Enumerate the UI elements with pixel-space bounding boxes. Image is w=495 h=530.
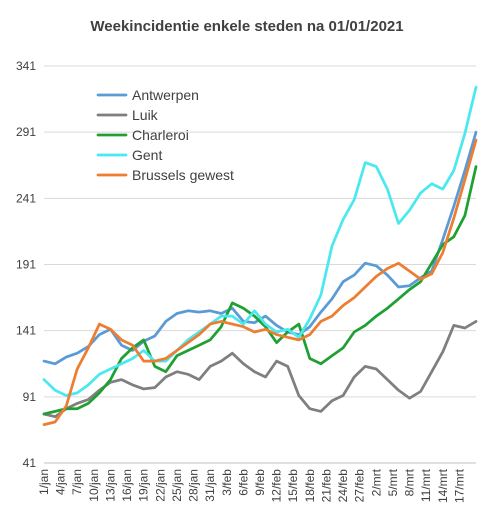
series-line-brussels-gewest bbox=[42, 138, 478, 426]
y-tick-label: 241 bbox=[16, 191, 36, 205]
x-tick-label: 11/mrt bbox=[419, 468, 433, 502]
x-tick-label: 6/feb bbox=[236, 469, 250, 496]
x-tick-label: 10/jan bbox=[87, 469, 101, 502]
y-tick-label: 191 bbox=[16, 258, 36, 272]
y-axis-tick-labels: 41 91 141 191 241 291 341 bbox=[16, 59, 36, 470]
x-axis-tick-labels: 1/jan 4/jan 7/jan 10/jan 13/jan 16/jan 19/jan 2… bbox=[37, 468, 466, 503]
series-lines bbox=[42, 85, 478, 426]
gridlines bbox=[44, 65, 476, 464]
legend: Antwerpen Luik Charleroi Gent Brussels gewes… bbox=[96, 87, 234, 183]
legend-label: Charleroi bbox=[132, 127, 189, 143]
x-tick-label: 27/feb bbox=[353, 469, 367, 503]
x-tick-label: 5/mrt bbox=[386, 468, 400, 496]
x-tick-label: 15/feb bbox=[286, 469, 300, 503]
series-line-luik bbox=[42, 320, 478, 419]
x-tick-label: 18/feb bbox=[303, 469, 317, 503]
x-tick-label: 31/jan bbox=[203, 469, 217, 502]
x-tick-label: 1/jan bbox=[37, 469, 51, 495]
x-tick-label: 7/jan bbox=[70, 469, 84, 495]
x-tick-label: 16/jan bbox=[120, 469, 134, 502]
legend-label: Brussels gewest bbox=[132, 167, 234, 183]
legend-label: Luik bbox=[132, 107, 159, 123]
x-tick-label: 25/jan bbox=[170, 469, 184, 502]
x-tick-label: 2/mrt bbox=[369, 468, 383, 496]
x-tick-label: 8/mrt bbox=[403, 468, 417, 496]
y-tick-label: 91 bbox=[23, 390, 37, 404]
y-tick-label: 341 bbox=[16, 59, 36, 73]
x-tick-label: 19/jan bbox=[137, 469, 151, 502]
x-tick-label: 9/feb bbox=[253, 469, 267, 496]
x-tick-label: 12/feb bbox=[270, 469, 284, 503]
x-tick-label: 24/feb bbox=[336, 469, 350, 503]
x-tick-label: 17/mrt bbox=[452, 468, 466, 503]
x-tick-label: 3/feb bbox=[220, 469, 234, 496]
legend-label: Antwerpen bbox=[132, 87, 199, 103]
x-tick-label: 22/jan bbox=[153, 469, 167, 502]
x-tick-label: 14/mrt bbox=[436, 468, 450, 503]
legend-label: Gent bbox=[132, 147, 162, 163]
y-tick-label: 41 bbox=[23, 456, 37, 470]
x-tick-label: 4/jan bbox=[54, 469, 68, 495]
y-tick-label: 141 bbox=[16, 324, 36, 338]
y-tick-label: 291 bbox=[16, 125, 36, 139]
x-tick-label: 21/feb bbox=[319, 469, 333, 503]
series-line-charleroi bbox=[42, 165, 478, 416]
x-tick-label: 28/jan bbox=[187, 469, 201, 502]
series-line-gent bbox=[42, 85, 478, 397]
x-tick-label: 13/jan bbox=[103, 469, 117, 502]
chart-title: Weekincidentie enkele steden na 01/01/20… bbox=[90, 18, 403, 35]
